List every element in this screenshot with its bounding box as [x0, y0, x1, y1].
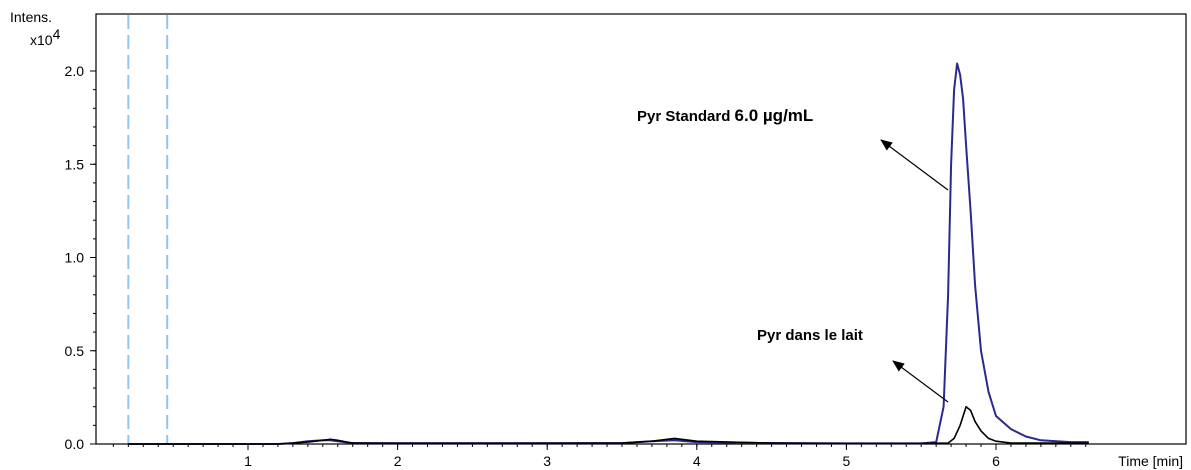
y-axis-ticks: 0.0 0.5 1.0 1.5 2.0	[65, 63, 96, 452]
y-axis-multiplier-base: x10	[30, 32, 53, 48]
annotation-standard-label: Pyr Standard	[637, 108, 735, 125]
annotation-milk-label: Pyr dans le lait	[757, 327, 863, 344]
x-tick-label-4: 5	[843, 453, 851, 469]
y-axis-multiplier: x104	[30, 26, 61, 48]
x-tick-label-0: 1	[244, 453, 252, 469]
series-line-standard	[128, 62, 1089, 445]
annotation-standard-arrow	[880, 139, 949, 191]
x-axis-ticks: 1 2 3 4 5 6	[112, 444, 1087, 469]
x-tick-label-3: 4	[693, 453, 701, 469]
annotation-standard: Pyr Standard 6.0 µg/mL	[637, 106, 813, 125]
y-axis-title: Intens.	[10, 9, 52, 25]
series-line-milk	[128, 405, 1089, 445]
x-tick-label-2: 3	[543, 453, 551, 469]
y-tick-label-3: 1.5	[65, 156, 85, 172]
series-layer	[128, 62, 1089, 445]
x-tick-label-1: 2	[394, 453, 402, 469]
y-axis-multiplier-exponent: 4	[53, 26, 61, 42]
y-tick-label-1: 0.5	[65, 343, 85, 359]
y-tick-label-4: 2.0	[65, 63, 85, 79]
x-axis-title: Time [min]	[1118, 453, 1183, 469]
plot-frame	[95, 13, 1187, 445]
y-tick-label-2: 1.0	[65, 250, 85, 266]
annotation-standard-value: 6.0 µg/mL	[735, 106, 814, 125]
y-tick-label-0: 0.0	[65, 436, 85, 452]
x-tick-label-5: 6	[992, 453, 1000, 469]
reference-lines	[127, 15, 169, 444]
annotation-milk: Pyr dans le lait	[757, 327, 863, 344]
annotation-milk-arrow	[892, 360, 949, 403]
